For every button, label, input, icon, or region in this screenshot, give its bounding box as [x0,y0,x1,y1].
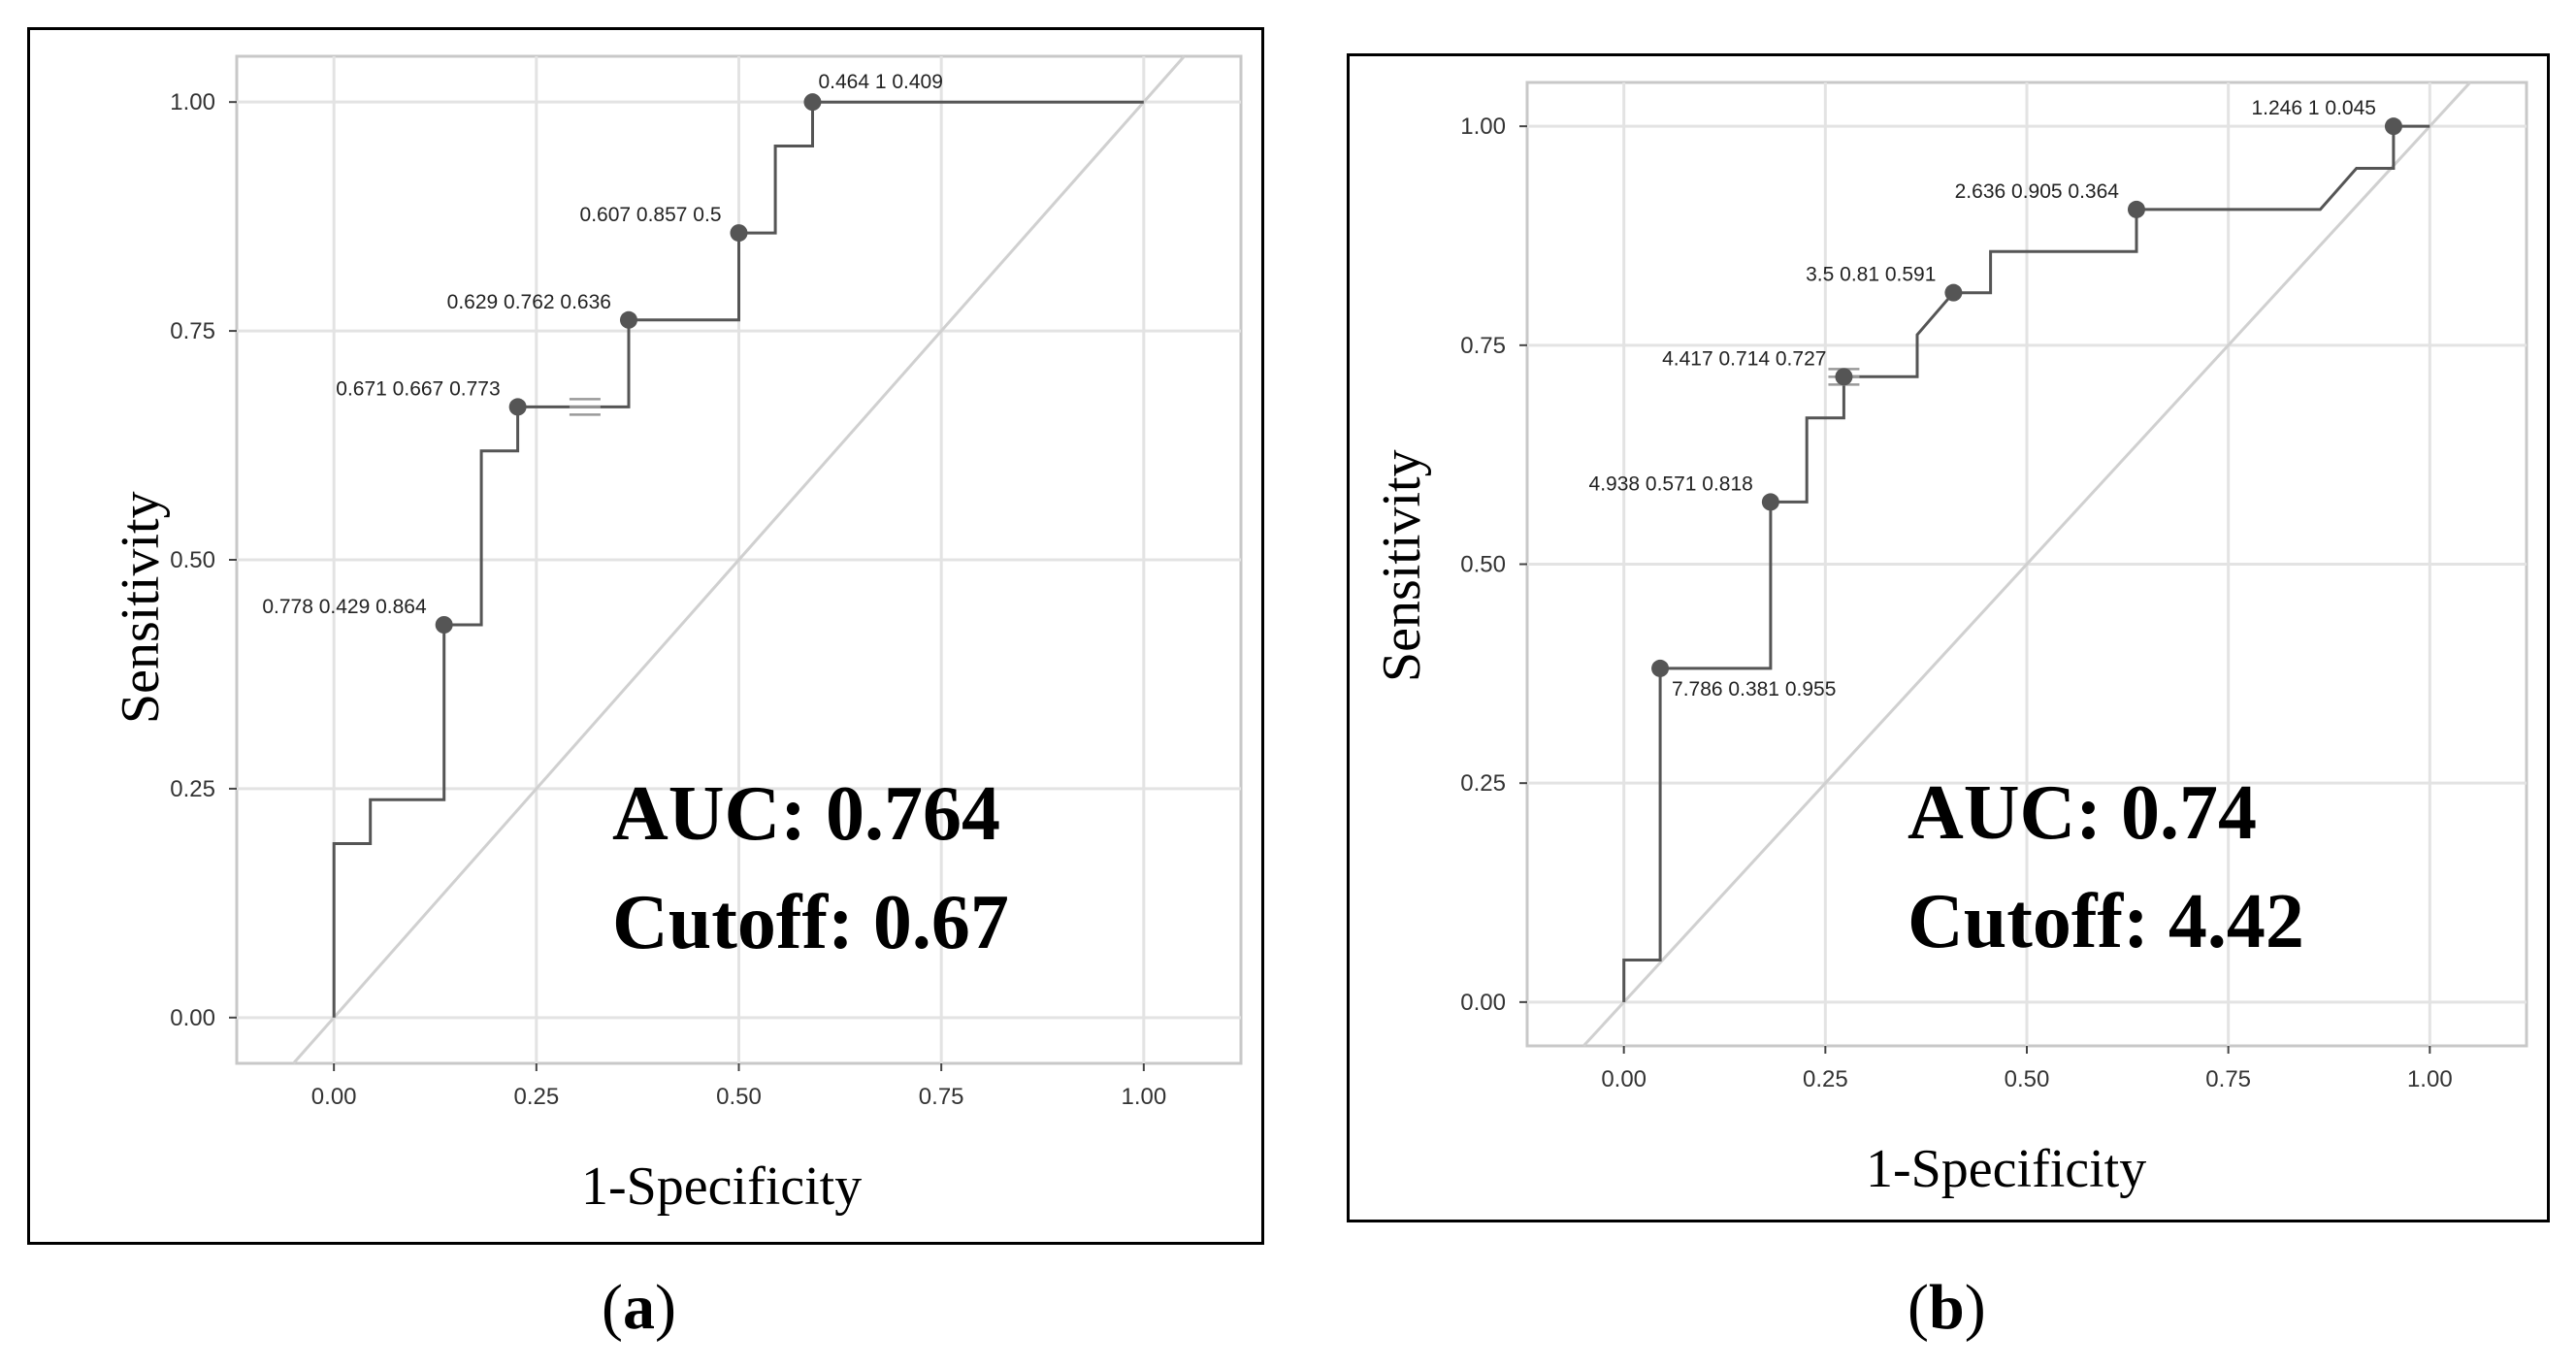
roc-plot-b: 0.00 0.00 0.25 0.25 0.50 0.50 0.75 0.75 1.00 1.00… [1460,81,2528,1092]
roc-point [508,398,527,416]
roc-point [2384,117,2402,136]
y-tick-label: 0.25 [170,776,215,802]
roc-point-label: 0.629 0.762 0.636 [447,291,611,313]
x-tick-label: 0.00 [311,1084,357,1110]
roc-point [730,224,748,243]
chart-panel-b: 0.00 0.00 0.25 0.25 0.50 0.50 0.75 0.75 1.00 1.00… [1347,53,2550,1222]
x-axis-title-a: 1-Specificity [581,1156,863,1217]
x-tick-label: 0.25 [513,1084,559,1110]
y-axis-title-b: Sensitivity [1372,449,1432,682]
y-axis-title-a: Sensitivity [111,491,171,724]
y-tick-label: 0.75 [170,318,215,344]
y-tick-label: 0.25 [1460,770,1506,797]
auc-label-a: AUC: 0.764 [612,771,1000,857]
chart-panel-a: 0.00 0.00 0.25 0.25 0.50 0.50 0.75 0.75 1.00 1.00… [27,27,1264,1245]
cutoff-label-a: Cutoff: 0.67 [612,880,1009,965]
x-tick-label: 0.50 [716,1084,762,1110]
x-tick-label: 0.25 [1803,1066,1848,1092]
roc-point-label: 3.5 0.81 0.591 [1806,264,1936,286]
x-tick-label: 0.00 [1601,1066,1647,1092]
y-tick-label: 1.00 [170,89,215,115]
roc-point-label: 0.671 0.667 0.773 [336,377,500,400]
roc-point-label: 0.778 0.429 0.864 [262,596,427,618]
roc-point-label: 4.417 0.714 0.727 [1662,347,1826,370]
roc-curve-b [1622,124,2430,1002]
cutoff-label-b: Cutoff: 4.42 [1908,879,2304,964]
y-tick-label: 0.50 [170,547,215,573]
roc-point-label: 2.636 0.905 0.364 [1955,180,2120,203]
roc-point [1944,283,1963,302]
roc-point [1835,368,1853,386]
roc-point-label: 7.786 0.381 0.955 [1672,678,1836,700]
x-tick-label: 1.00 [1121,1084,1166,1110]
y-tick-label: 1.00 [1460,114,1506,140]
roc-point [435,615,453,634]
y-tick-label: 0.00 [1460,990,1506,1016]
x-tick-label: 0.50 [2005,1066,2050,1092]
roc-point [1761,493,1779,511]
x-tick-label: 1.00 [2407,1066,2453,1092]
y-tick-label: 0.00 [170,1005,215,1031]
caption-b: (b) [1908,1272,1986,1343]
roc-point [619,310,637,329]
x-tick-label: 0.75 [919,1084,964,1110]
y-tick-label: 0.50 [1460,552,1506,578]
roc-point [803,93,822,112]
roc-point-label: 1.246 1 0.045 [2251,97,2375,119]
x-axis-title-b: 1-Specificity [1866,1139,2147,1199]
roc-point-label: 0.607 0.857 0.5 [580,204,722,226]
reference-diagonal-b [1582,81,2471,1048]
caption-a: (a) [602,1272,676,1343]
roc-point [2127,200,2145,218]
y-tick-label: 0.75 [1460,333,1506,359]
auc-label-b: AUC: 0.74 [1908,770,2257,856]
roc-point-label: 4.938 0.571 0.818 [1589,472,1753,495]
reference-diagonal-a [292,55,1186,1064]
roc-point [1651,659,1670,677]
roc-plot-a: 0.00 0.00 0.25 0.25 0.50 0.50 0.75 0.75 1.00 1.00… [170,54,1243,1110]
roc-point-label: 0.464 1 0.409 [818,71,942,93]
threshold-marker-a [569,398,601,416]
x-tick-label: 0.75 [2205,1066,2251,1092]
